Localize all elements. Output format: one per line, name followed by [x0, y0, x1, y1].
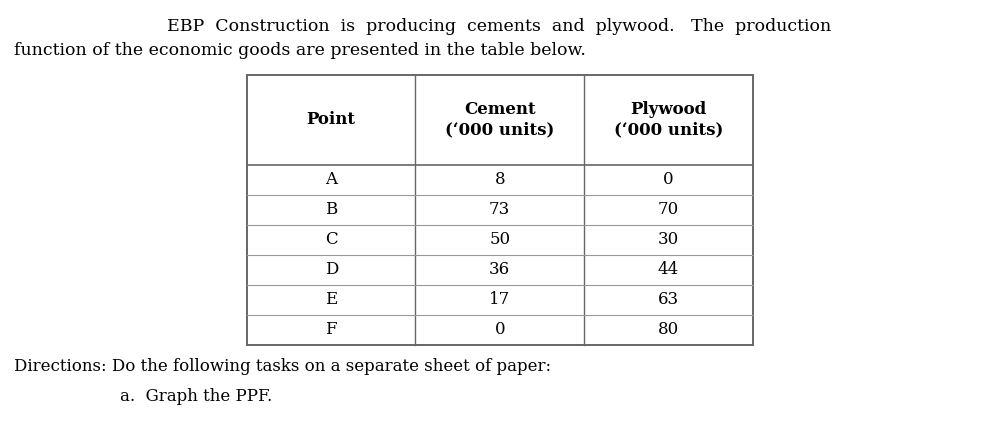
Text: D: D: [325, 262, 338, 279]
Text: 50: 50: [490, 232, 510, 249]
Text: C: C: [325, 232, 338, 249]
Text: a.  Graph the PPF.: a. Graph the PPF.: [120, 388, 273, 405]
Text: 36: 36: [490, 262, 510, 279]
Text: 30: 30: [658, 232, 679, 249]
Text: 63: 63: [658, 292, 679, 308]
Text: 73: 73: [490, 201, 510, 219]
Text: EBP  Construction  is  producing  cements  and  plywood.   The  production: EBP Construction is producing cements an…: [168, 18, 831, 35]
Text: 70: 70: [658, 201, 679, 219]
Text: 17: 17: [490, 292, 510, 308]
Text: 44: 44: [658, 262, 679, 279]
Text: Cement
(‘000 units): Cement (‘000 units): [446, 101, 554, 138]
Text: Plywood
(‘000 units): Plywood (‘000 units): [613, 101, 723, 138]
Text: 8: 8: [495, 171, 505, 189]
Text: B: B: [325, 201, 338, 219]
Text: 0: 0: [495, 322, 505, 338]
Text: A: A: [326, 171, 338, 189]
Text: function of the economic goods are presented in the table below.: function of the economic goods are prese…: [14, 42, 585, 59]
Text: Point: Point: [307, 111, 356, 129]
Text: 80: 80: [658, 322, 679, 338]
Text: F: F: [326, 322, 337, 338]
Text: Directions: Do the following tasks on a separate sheet of paper:: Directions: Do the following tasks on a …: [14, 358, 551, 375]
Text: E: E: [325, 292, 338, 308]
Text: 0: 0: [663, 171, 673, 189]
